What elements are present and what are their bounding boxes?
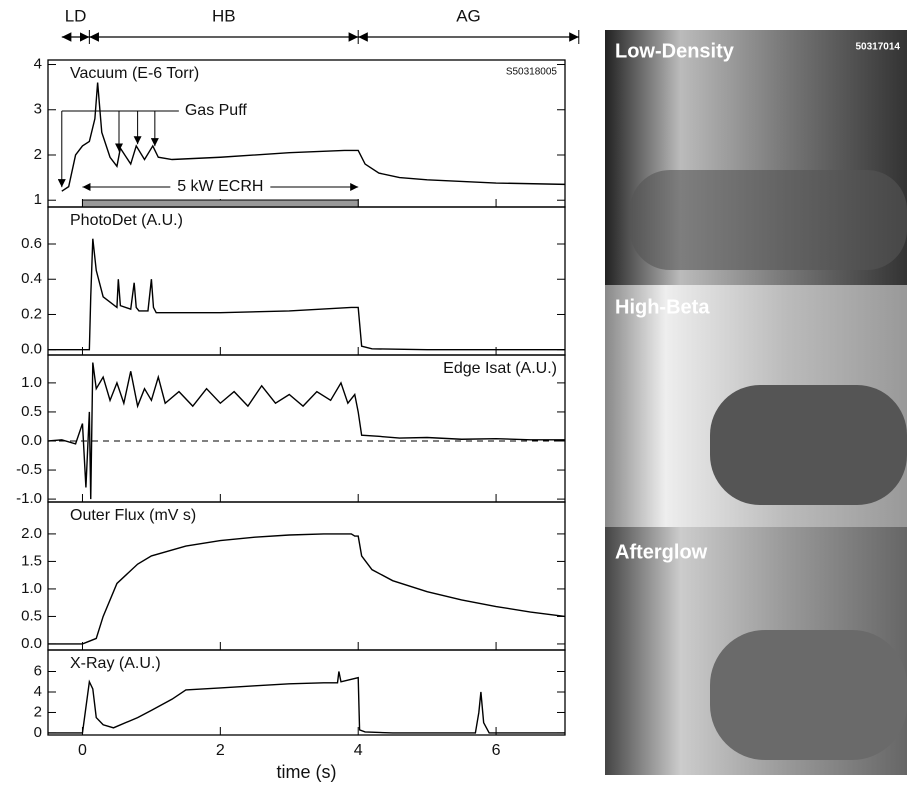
y-tick-label: 1: [34, 191, 42, 208]
y-tick-label: 2.0: [21, 525, 42, 542]
y-tick-label: 4: [34, 55, 42, 72]
shot-label: S50318005: [506, 67, 558, 78]
photo-label: Low-Density: [615, 40, 735, 62]
panel-title: X-Ray (A.U.): [70, 655, 161, 672]
phase-label: AG: [456, 6, 481, 25]
y-tick-label: 0.0: [21, 635, 42, 652]
y-tick-label: 2: [34, 146, 42, 163]
photo-shape: [710, 630, 907, 760]
y-tick-label: 0.5: [21, 607, 42, 624]
line: [61, 82, 566, 192]
y-tick-label: -0.5: [16, 461, 42, 478]
y-tick-label: 0.0: [21, 341, 42, 358]
phase-label: HB: [212, 6, 236, 25]
photos: Low-Density 50317014 High-Beta Afterglow: [605, 30, 907, 775]
line: [47, 362, 565, 500]
photo-label: High-Beta: [615, 296, 710, 318]
y-tick-label: 3: [34, 101, 42, 118]
x-tick-label: 0: [78, 742, 87, 759]
x-axis-title: time (s): [277, 762, 337, 782]
y-tick-label: 0.2: [21, 305, 42, 322]
y-tick-label: 0.4: [21, 270, 42, 287]
panel-title: PhotoDet (A.U.): [70, 212, 183, 229]
panel-frame: [47, 649, 566, 736]
photo-shape: [710, 385, 907, 505]
panel-title: Edge Isat (A.U.): [443, 360, 557, 377]
y-tick-label: 4: [34, 683, 42, 700]
line: [48, 671, 565, 734]
y-tick-label: 6: [34, 662, 42, 679]
line: [48, 533, 566, 645]
y-tick-label: -1.0: [16, 490, 42, 507]
y-tick-label: 1.0: [21, 580, 42, 597]
x-tick-label: 4: [354, 742, 363, 759]
y-tick-label: 0: [34, 724, 42, 741]
x-tick-label: 2: [216, 742, 225, 759]
line: [48, 238, 565, 351]
y-tick-label: 2: [34, 703, 42, 720]
ecrh-label: 5 kW ECRH: [177, 178, 263, 195]
y-tick-label: 0.0: [21, 432, 42, 449]
y-tick-label: 0.6: [21, 235, 42, 252]
panel-title: Outer Flux (mV s): [70, 507, 196, 524]
photo-shape: [630, 170, 907, 270]
y-tick-label: 0.5: [21, 403, 42, 420]
photo-shot: 50317014: [856, 42, 901, 53]
ecrh-bar: [81, 199, 359, 208]
phase-label: LD: [65, 6, 87, 25]
panel-title: Vacuum (E-6 Torr): [70, 65, 199, 82]
x-tick-label: 6: [492, 742, 501, 759]
photo-label: Afterglow: [615, 541, 708, 563]
gas-puff-label: Gas Puff: [185, 102, 248, 119]
y-tick-label: 1.5: [21, 552, 42, 569]
y-tick-label: 1.0: [21, 374, 42, 391]
